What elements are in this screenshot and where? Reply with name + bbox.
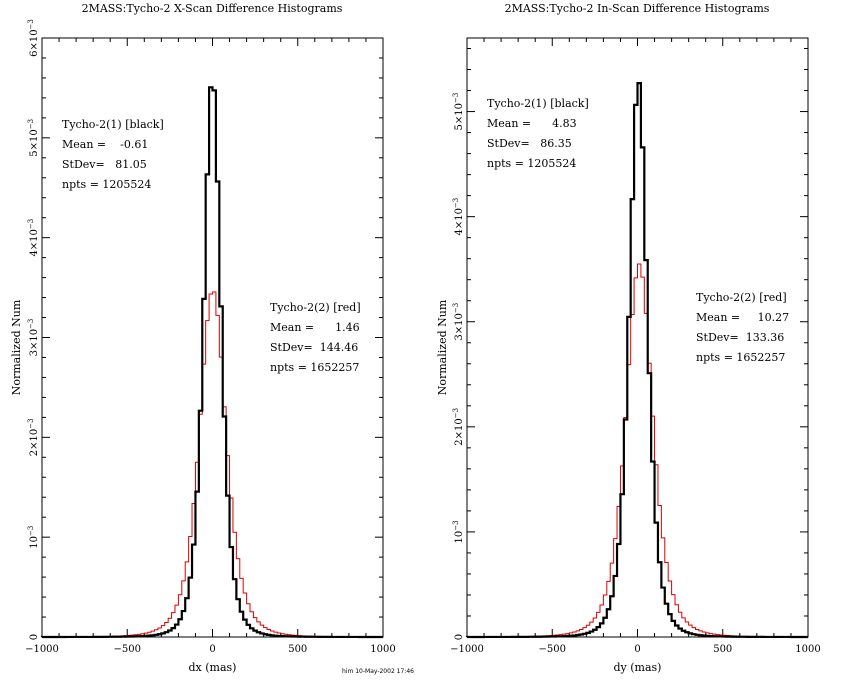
y-tick-label: 3×10−3 — [452, 303, 465, 341]
y-tick-label: 5×10−3 — [452, 93, 465, 131]
y-tick-label: 10−3 — [452, 520, 465, 543]
y-tick-label: 3×10−3 — [27, 319, 40, 357]
stats-line: npts = 1205524 — [487, 157, 576, 170]
y-tick-label: 10−3 — [27, 526, 40, 549]
stats-line: StDev= 86.35 — [487, 137, 572, 150]
x-tick-label: −1000 — [450, 644, 484, 655]
y-tick-label: 0 — [454, 634, 465, 640]
stats-line: StDev= 133.36 — [696, 331, 784, 344]
y-tick-label: 4×10−3 — [452, 198, 465, 236]
x-tick-label: −500 — [539, 644, 566, 655]
stats-line: npts = 1205524 — [62, 178, 151, 191]
y-tick-label: 6×10−3 — [27, 19, 40, 57]
y-axis-label: Normalized Num — [436, 299, 449, 395]
x-axis-label: dx (mas) — [189, 661, 237, 674]
y-axis-label: Normalized Num — [10, 299, 23, 395]
stats-series-name: Tycho-2(2) [red] — [270, 301, 361, 314]
chart-title: 2MASS:Tycho-2 In-Scan Difference Histogr… — [505, 2, 770, 15]
y-tick-label: 5×10−3 — [27, 119, 40, 157]
x-tick-label: 0 — [634, 644, 640, 655]
stats-line: Mean = 4.83 — [487, 117, 577, 130]
stats-series-name: Tycho-2(1) [black] — [62, 118, 164, 131]
x-tick-label: 500 — [288, 644, 307, 655]
y-tick-label: 2×10−3 — [27, 418, 40, 456]
x-tick-label: −500 — [114, 644, 141, 655]
x-tick-label: 500 — [713, 644, 732, 655]
x-tick-label: 0 — [209, 644, 215, 655]
y-tick-label: 4×10−3 — [27, 219, 40, 257]
stats-line: Mean = 10.27 — [696, 311, 789, 324]
timestamp-footer: him 10-May-2002 17:46 — [342, 668, 414, 675]
stats-line: Mean = -0.61 — [62, 138, 148, 151]
stats-series-name: Tycho-2(1) [black] — [487, 97, 589, 110]
x-tick-label: 1000 — [370, 644, 395, 655]
chart-title: 2MASS:Tycho-2 X-Scan Difference Histogra… — [82, 2, 343, 15]
stats-line: npts = 1652257 — [270, 361, 359, 374]
histogram-series — [465, 82, 808, 639]
stats-line: Mean = 1.46 — [270, 321, 360, 334]
stats-line: StDev= 144.46 — [270, 341, 358, 354]
stats-line: npts = 1652257 — [696, 351, 785, 364]
stats-line: StDev= 81.05 — [62, 158, 147, 171]
x-tick-label: −1000 — [25, 644, 59, 655]
stats-series-name: Tycho-2(2) [red] — [696, 291, 787, 304]
y-tick-label: 0 — [29, 634, 40, 640]
y-tick-label: 2×10−3 — [452, 408, 465, 446]
in-scan-histogram-panel: 2MASS:Tycho-2 In-Scan Difference Histogr… — [436, 2, 821, 674]
x-scan-histogram-panel: 2MASS:Tycho-2 X-Scan Difference Histogra… — [10, 2, 396, 674]
x-axis-label: dy (mas) — [614, 661, 662, 674]
x-tick-label: 1000 — [795, 644, 820, 655]
histogram-series — [40, 86, 383, 639]
